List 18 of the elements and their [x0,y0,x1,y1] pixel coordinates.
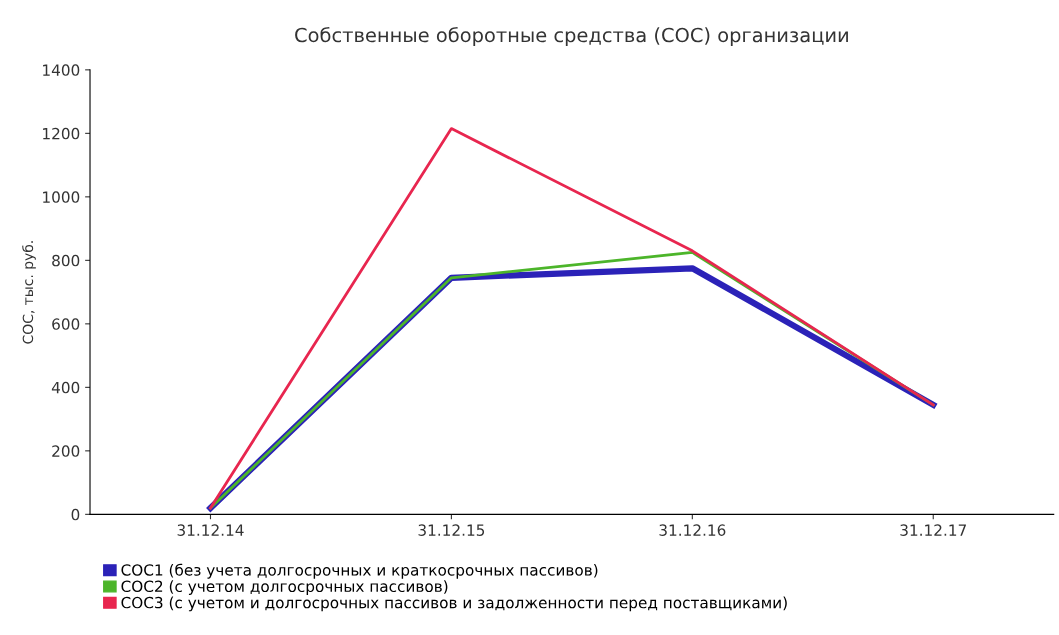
y-tick-label: 600 [52,318,80,330]
y-tick-label: 0 [71,508,80,521]
x-tick-label: 31.12.16 [659,524,726,536]
y-axis-title: СОС, тыс. руб. [22,241,36,344]
legend-label: СОС2 (с учетом долгосрочных пассивов) [121,580,448,596]
y-tick-label: 1400 [43,64,80,76]
x-tick-label: 31.12.17 [900,524,966,536]
x-tick-label: 31.12.14 [177,524,244,536]
y-tick-label: 1200 [43,127,80,140]
chart-title: Собственные оборотные средства (СОС) организации [295,26,848,47]
line-series [209,127,935,510]
y-tick-label: 200 [52,445,80,457]
legend-label: СОС3 (с учетом и долгосрочных пассивов и задолженности перед поставщиками) [121,596,787,612]
legend-label: СОС1 (без учета долгосрочных и краткосрочных пассивов) [121,563,598,579]
y-tick-label: 400 [51,381,80,394]
y-tick-label: 800 [52,254,80,267]
y-tick-label: 1000 [43,191,80,203]
x-tick-label: 31.12.15 [418,524,485,536]
